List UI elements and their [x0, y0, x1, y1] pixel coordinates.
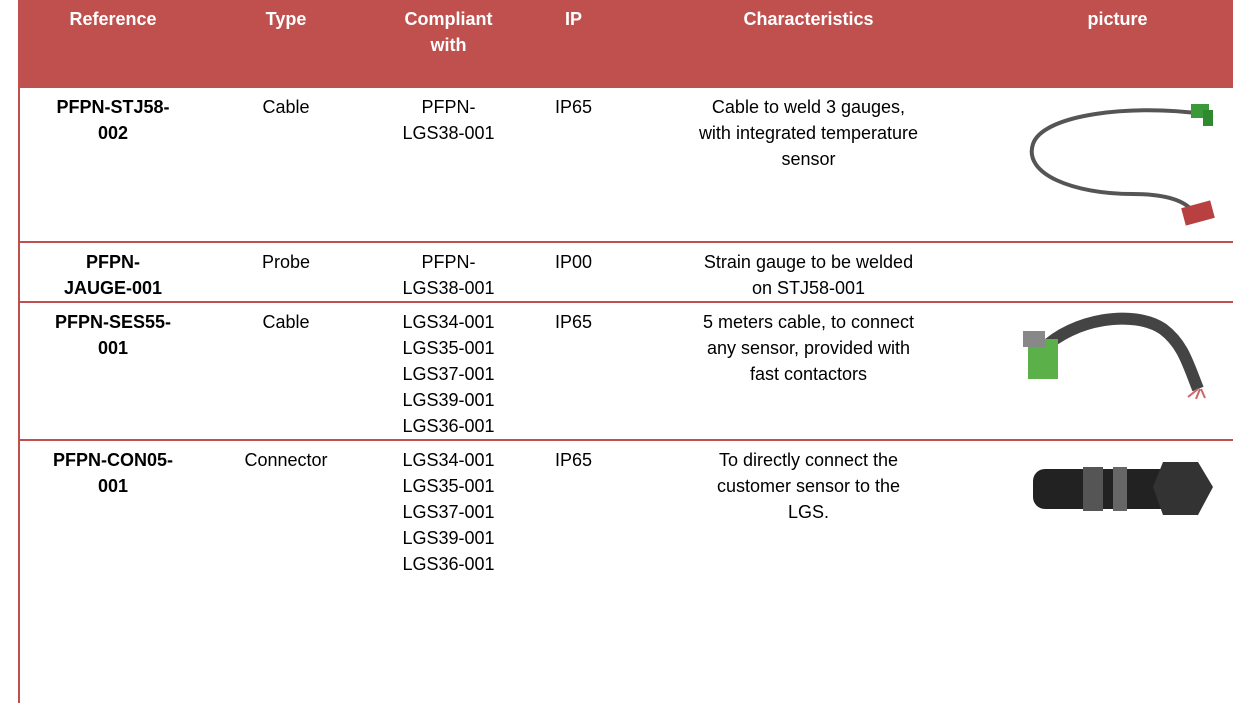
header-cell: Compliant with	[366, 0, 531, 88]
compliant-cell: LGS34-001 LGS35-001 LGS37-001 LGS39-001 LGS3…	[366, 302, 531, 441]
header-cell: picture	[1001, 0, 1233, 88]
product-picture	[1029, 104, 1215, 226]
reference: PFPN-JAUGE-001	[63, 252, 163, 298]
ip-cell: IP00	[531, 242, 616, 303]
header-cell: IP	[531, 0, 616, 88]
compliant-item: LGS34-001	[370, 309, 527, 335]
characteristics-cell: Cable to weld 3 gauges, with integrated …	[616, 88, 1001, 243]
reference: PFPN-STJ58-002	[56, 97, 170, 143]
table-row: PFPN-SES55-001 Cable LGS34-001 LGS35-001 LGS…	[19, 302, 1233, 441]
characteristics-cell: To directly connect the customer sensor …	[616, 440, 1001, 703]
compliant: LGS39-001	[402, 528, 495, 548]
table-row: PFPN-CON05-001 Connector LGS34-001 LGS35-00…	[19, 440, 1233, 703]
compliant-item: LGS39-001	[370, 387, 527, 413]
type: Connector	[244, 450, 328, 470]
type-cell: Probe	[206, 242, 366, 303]
compliant-item: LGS36-001	[370, 413, 527, 438]
ip: IP65	[554, 97, 593, 117]
type-cell: Cable	[206, 302, 366, 441]
compliant: LGS34-001	[402, 312, 495, 332]
header-row: Reference Type Compliant with IP Characteris…	[19, 0, 1233, 88]
header-text: Compliant with	[404, 9, 493, 55]
compliant-item: LGS35-001	[370, 335, 527, 361]
reference: PFPN-SES55-001	[54, 312, 172, 358]
compliant: LGS39-001	[402, 390, 495, 410]
product-picture	[1022, 312, 1206, 400]
characteristics: To directly connect the customer sensor …	[716, 450, 901, 522]
ip-cell: IP65	[531, 88, 616, 243]
type: Probe	[261, 252, 311, 272]
ip: IP65	[554, 450, 593, 470]
compliant-item: PFPN-LGS38-001	[370, 94, 527, 146]
reference-cell: PFPN-STJ58-002	[19, 88, 206, 243]
product-table: Reference Type Compliant with IP Characteris…	[18, 0, 1233, 703]
header-cell: Characteristics	[616, 0, 1001, 88]
header-cell: Reference	[19, 0, 206, 88]
compliant-cell: PFPN-LGS38-001	[366, 242, 531, 303]
header-cell: Type	[206, 0, 366, 88]
compliant: LGS34-001	[402, 450, 495, 470]
compliant: LGS35-001	[402, 476, 495, 496]
compliant-item: LGS34-001	[370, 447, 527, 473]
reference-cell: PFPN-SES55-001	[19, 302, 206, 441]
picture-cell	[1001, 88, 1233, 243]
compliant: LGS36-001	[402, 554, 495, 574]
page: Reference Type Compliant with IP Characteris…	[18, 0, 1233, 703]
header-text: Reference	[69, 9, 157, 29]
compliant: LGS35-001	[402, 338, 495, 358]
ip: IP00	[554, 252, 593, 272]
ip: IP65	[554, 312, 593, 332]
compliant: LGS37-001	[402, 502, 495, 522]
compliant-item: LGS35-001	[370, 473, 527, 499]
characteristics: 5 meters cable, to connect any sensor, p…	[702, 312, 915, 384]
compliant-item: LGS37-001	[370, 361, 527, 387]
characteristics-cell: Strain gauge to be welded on STJ58-001	[616, 242, 1001, 303]
ip-cell: IP65	[531, 302, 616, 441]
type-cell: Connector	[206, 440, 366, 703]
header-text: Characteristics	[743, 9, 874, 29]
reference: PFPN-CON05-001	[53, 450, 174, 496]
ip-cell: IP65	[531, 440, 616, 703]
compliant-cell: PFPN-LGS38-001	[366, 88, 531, 243]
characteristics: Strain gauge to be welded on STJ58-001	[703, 252, 914, 298]
table-row: PFPN-STJ58-002 Cable PFPN-LGS38-001 IP65 Cab…	[19, 88, 1233, 243]
type: Cable	[262, 312, 310, 332]
picture-cell	[1001, 302, 1233, 441]
compliant: LGS36-001	[402, 416, 495, 436]
compliant: PFPN-LGS38-001	[402, 252, 495, 298]
compliant-item: LGS37-001	[370, 499, 527, 525]
type: Cable	[262, 97, 310, 117]
compliant-cell: LGS34-001 LGS35-001 LGS37-001 LGS39-001 LGS3…	[366, 440, 531, 703]
characteristics: Cable to weld 3 gauges, with integrated …	[698, 97, 919, 169]
compliant-item: LGS39-001	[370, 525, 527, 551]
table-row: PFPN-JAUGE-001 Probe PFPN-LGS38-001 IP00 Str…	[19, 242, 1233, 303]
reference-cell: PFPN-CON05-001	[19, 440, 206, 703]
picture-cell	[1001, 440, 1233, 703]
compliant: LGS37-001	[402, 364, 495, 384]
compliant-item: LGS36-001	[370, 551, 527, 577]
compliant-item: PFPN-LGS38-001	[370, 249, 527, 300]
header-text: IP	[564, 9, 582, 29]
picture-cell	[1001, 242, 1233, 303]
header-text: picture	[1087, 9, 1148, 29]
header-text: Type	[265, 9, 307, 29]
reference-cell: PFPN-JAUGE-001	[19, 242, 206, 303]
compliant: PFPN-LGS38-001	[402, 97, 495, 143]
type-cell: Cable	[206, 88, 366, 243]
product-picture	[1032, 462, 1213, 515]
characteristics-cell: 5 meters cable, to connect any sensor, p…	[616, 302, 1001, 441]
